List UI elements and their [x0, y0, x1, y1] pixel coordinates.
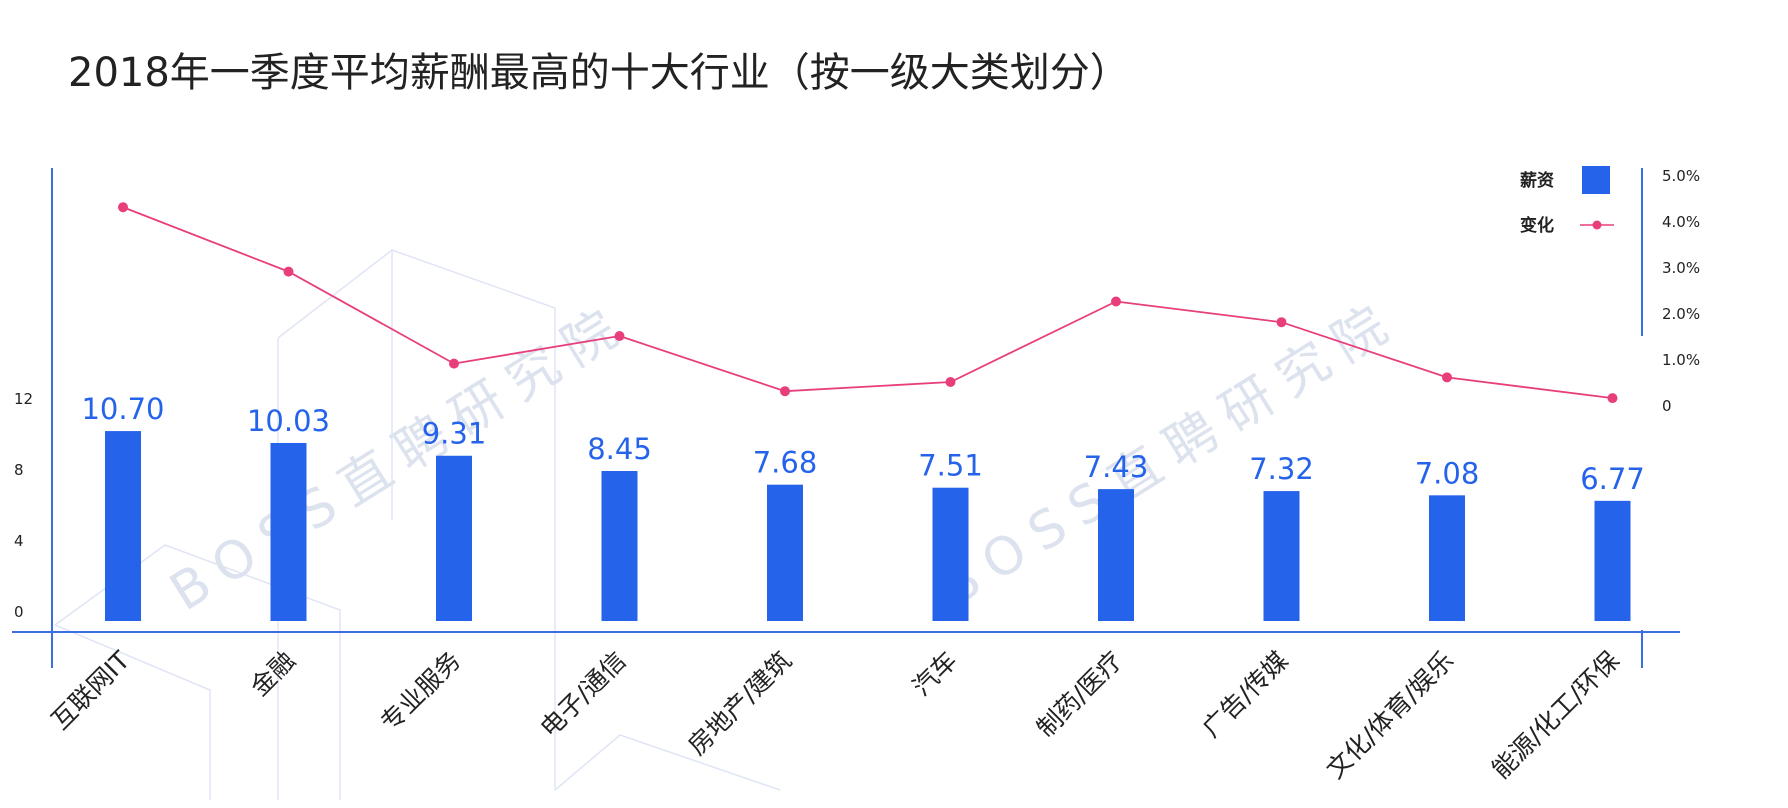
bar-value-label: 10.03: [247, 404, 330, 438]
salary-bar: [767, 484, 803, 621]
watermark-left: BOSS直聘研究院: [160, 292, 639, 623]
change-line-series: [118, 202, 1618, 404]
left-tick-label: 8: [14, 461, 24, 479]
legend: 薪资 变化: [1520, 166, 1614, 236]
category-label: 能源/化工/环保: [1486, 646, 1624, 784]
bar-value-label: 6.77: [1580, 462, 1645, 496]
category-label: 广告/传媒: [1197, 646, 1294, 743]
salary-bar: [436, 455, 472, 621]
category-label: 互联网IT: [46, 645, 136, 735]
right-tick-label: 1.0%: [1662, 351, 1700, 369]
left-tick-label: 0: [14, 603, 24, 621]
change-point: [118, 202, 128, 213]
salary-bar: [932, 487, 969, 621]
change-point: [449, 358, 459, 369]
category-label: 电子/通信: [535, 646, 632, 743]
bar-value-label: 8.45: [587, 432, 652, 466]
change-point: [1111, 296, 1121, 307]
legend-marker-change: [1592, 220, 1602, 230]
left-y-ticks: 0 4 8 12: [14, 390, 33, 621]
right-tick-label: 0: [1662, 397, 1672, 415]
bar-value-label: 7.68: [753, 446, 818, 480]
right-y-ticks: 0 1.0% 2.0% 3.0% 4.0% 5.0%: [1662, 167, 1700, 415]
change-point: [283, 266, 294, 277]
bar-value-label: 9.31: [422, 417, 487, 451]
watermark-right: BOSS直聘研究院: [930, 288, 1409, 619]
category-label: 房地产/建筑: [682, 646, 797, 761]
left-tick-label: 4: [14, 532, 24, 550]
bar-value-label: 7.08: [1415, 456, 1480, 490]
bar-value-label: 7.43: [1084, 450, 1149, 484]
change-point: [1607, 393, 1618, 404]
background-decoration: [54, 249, 781, 800]
category-labels: 互联网IT 金融 专业服务 电子/通信 房地产/建筑 汽车 制药/医疗 广告/传媒 文化/体育/…: [46, 645, 1625, 784]
category-label: 专业服务: [375, 646, 466, 737]
salary-bar: [270, 442, 307, 621]
bar-value-label: 7.32: [1249, 452, 1314, 486]
bar-value-label: 10.70: [81, 392, 164, 426]
category-label: 金融: [245, 646, 301, 702]
right-tick-label: 3.0%: [1662, 259, 1700, 277]
bar-value-labels: 10.70 10.03 9.31 8.45 7.68 7.51 7.43 7.32 7.08 6.…: [81, 392, 1644, 496]
legend-swatch-salary: [1582, 166, 1610, 194]
change-point: [945, 377, 956, 387]
left-tick-label: 12: [14, 390, 33, 408]
legend-label-change: 变化: [1520, 215, 1554, 236]
right-tick-label: 4.0%: [1662, 213, 1700, 231]
category-label: 汽车: [907, 646, 963, 702]
right-tick-label: 5.0%: [1662, 167, 1700, 185]
chart-title: 2018年一季度平均薪酬最高的十大行业（按一级大类划分）: [68, 50, 1130, 96]
change-line: [122, 206, 1613, 399]
salary-bar: [1263, 491, 1300, 621]
salary-bar: [1594, 500, 1631, 621]
bar-value-label: 7.51: [918, 449, 983, 483]
category-label: 文化/体育/娱乐: [1321, 646, 1459, 784]
change-point: [1276, 317, 1287, 328]
legend-label-salary: 薪资: [1520, 170, 1554, 191]
salary-bar: [105, 431, 141, 621]
change-point: [780, 386, 790, 397]
right-tick-label: 2.0%: [1662, 305, 1700, 323]
salary-bar: [1098, 489, 1134, 621]
salary-bar: [601, 471, 638, 621]
change-point: [614, 331, 625, 341]
bars-series: [105, 431, 1631, 621]
category-label: 制药/医疗: [1031, 646, 1128, 743]
salary-bar: [1429, 495, 1465, 621]
change-point: [1442, 372, 1452, 383]
